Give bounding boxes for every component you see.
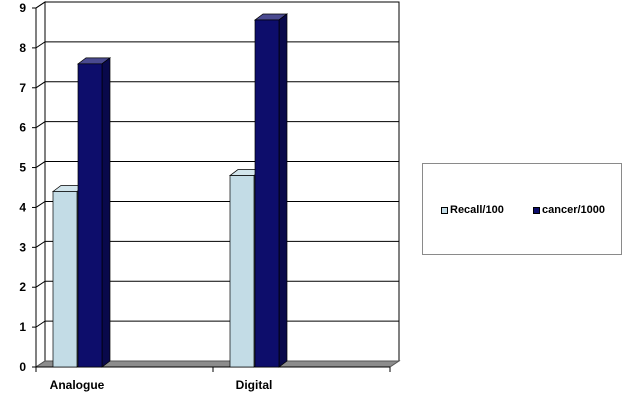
legend-item-series-2: cancer/1000: [533, 204, 605, 216]
axis-labels: 0 1 2 3 4 5 6 7 8 9 Analogue Digital: [19, 1, 272, 392]
bar: [76, 57, 112, 368]
bar-front: [229, 175, 255, 368]
y-tick-label: 3: [19, 240, 26, 254]
y-tick-label: 4: [19, 200, 26, 214]
legend-swatch-series-1: [441, 206, 448, 214]
y-tick-label: 9: [19, 1, 26, 15]
bar: [253, 13, 289, 368]
legend-label-series-1: Recall/100: [450, 204, 504, 216]
y-tick-label: 6: [19, 121, 26, 135]
y-tick-label: 1: [19, 320, 26, 334]
legend-swatch-series-2: [533, 206, 540, 214]
x-tick-label: Digital: [236, 378, 273, 392]
axes: [32, 7, 401, 372]
x-tick-label: Analogue: [50, 378, 105, 392]
side-wall: [35, 1, 46, 368]
bar-front: [77, 63, 103, 368]
y-tick-label: 8: [19, 41, 26, 55]
bar-side: [101, 57, 111, 368]
y-tick-label: 2: [19, 280, 26, 294]
bar-front: [52, 191, 78, 368]
y-tick-label: 7: [19, 81, 26, 95]
bar-front: [254, 19, 280, 368]
legend-label-series-2: cancer/1000: [542, 204, 605, 216]
y-tick-label: 5: [19, 161, 26, 175]
bars: [51, 13, 289, 368]
y-tick-label: 0: [19, 360, 26, 374]
bar-side: [278, 13, 288, 368]
legend-item-series-1: Recall/100: [441, 204, 504, 216]
legend: Recall/100 cancer/1000: [422, 163, 622, 255]
gridline: [35, 1, 399, 9]
